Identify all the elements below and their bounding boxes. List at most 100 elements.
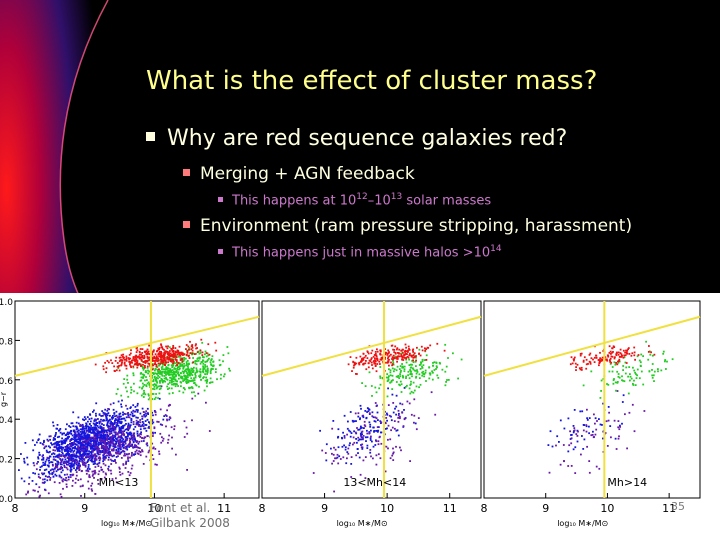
point-red [154, 360, 156, 362]
point-purple [77, 445, 80, 448]
point-red [163, 358, 166, 360]
point-red [424, 347, 426, 350]
point-red [153, 355, 156, 358]
point-purple [105, 473, 107, 476]
point-purple [154, 411, 157, 414]
point-purple [577, 430, 579, 433]
point-green [386, 373, 389, 375]
point-red [385, 361, 387, 364]
point-blue [74, 436, 77, 439]
point-purple [555, 444, 557, 447]
point-purple [59, 462, 62, 464]
point-blue [581, 410, 584, 413]
point-green [662, 350, 665, 353]
point-green [401, 366, 404, 369]
point-purple [145, 412, 147, 415]
point-red [415, 359, 417, 362]
point-red [157, 348, 160, 351]
point-purple [415, 428, 418, 431]
note-merging-text-a: This happens at 10 [232, 193, 357, 209]
point-red [351, 370, 353, 372]
point-green [166, 385, 169, 388]
point-purple [392, 451, 395, 454]
point-blue [99, 436, 101, 438]
point-green [194, 376, 197, 379]
point-purple [387, 447, 389, 450]
point-blue [359, 427, 362, 430]
point-green [435, 365, 438, 368]
point-purple [562, 444, 565, 446]
point-green [179, 376, 182, 379]
point-green [400, 391, 403, 393]
bullet-environment: Environment (ram pressure stripping, har… [183, 216, 632, 236]
point-blue [100, 426, 103, 428]
point-blue [79, 444, 82, 447]
point-purple [100, 466, 102, 469]
point-green [162, 363, 164, 366]
point-purple [110, 454, 113, 457]
point-purple [81, 461, 84, 463]
point-green [209, 381, 212, 384]
point-red [580, 369, 583, 371]
point-purple [387, 438, 389, 441]
point-purple [53, 458, 56, 461]
point-blue [120, 448, 122, 451]
point-red [148, 357, 150, 359]
point-red [610, 361, 613, 364]
point-purple [119, 445, 122, 448]
point-blue [386, 413, 389, 416]
point-green [389, 371, 392, 374]
point-purple [406, 400, 409, 403]
point-blue [142, 422, 145, 425]
point-green [398, 368, 401, 370]
point-purple [52, 449, 55, 451]
point-red [387, 357, 389, 360]
point-green [195, 384, 198, 387]
point-purple [117, 445, 119, 447]
point-green [188, 379, 191, 382]
point-blue [78, 457, 81, 459]
point-purple [615, 448, 618, 450]
point-blue [68, 453, 70, 455]
point-blue [50, 442, 52, 444]
point-green [191, 391, 193, 394]
point-blue [60, 441, 63, 444]
point-blue [397, 434, 400, 437]
point-purple [85, 472, 88, 475]
point-green [126, 374, 129, 377]
point-blue [146, 418, 149, 421]
point-red [373, 360, 375, 362]
point-red [174, 353, 176, 356]
point-blue [88, 418, 91, 420]
point-purple [548, 471, 551, 474]
point-blue [396, 429, 399, 432]
point-green [145, 376, 147, 378]
point-red [180, 353, 183, 355]
point-red [108, 361, 110, 364]
point-green [115, 393, 118, 395]
point-purple [62, 480, 64, 483]
point-purple [46, 476, 49, 478]
point-purple [139, 419, 142, 421]
point-green [419, 368, 422, 370]
point-red [605, 358, 607, 361]
point-blue [359, 418, 361, 421]
point-red [375, 358, 378, 360]
point-blue [79, 439, 82, 442]
point-blue [132, 453, 135, 456]
point-blue [104, 429, 107, 432]
point-blue [51, 468, 54, 471]
point-green [175, 380, 178, 383]
point-blue [152, 421, 155, 424]
point-purple [112, 447, 115, 450]
point-green [158, 392, 161, 395]
point-green [627, 392, 630, 395]
point-blue [57, 448, 60, 450]
point-red [181, 357, 183, 360]
point-blue [42, 454, 44, 457]
point-red [185, 344, 188, 346]
point-purple [27, 491, 29, 494]
